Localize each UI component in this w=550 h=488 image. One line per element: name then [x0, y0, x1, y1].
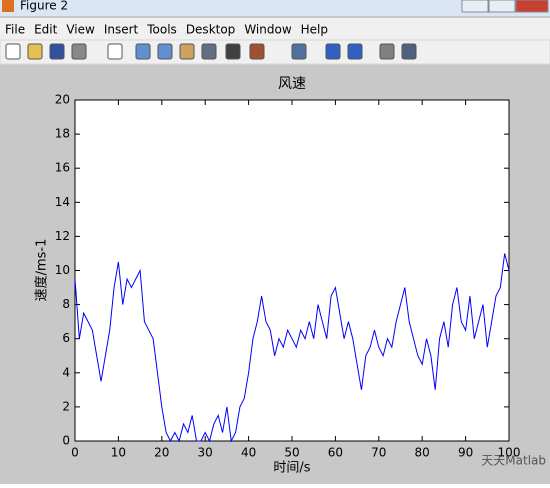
y-tick-label: 18 [55, 127, 70, 141]
menu-item[interactable]: Tools [146, 23, 177, 37]
y-tick-label: 16 [55, 161, 70, 175]
tool-button[interactable] [49, 43, 65, 60]
tool-button[interactable] [179, 43, 195, 60]
tool-button[interactable] [291, 43, 307, 60]
tool-button[interactable] [27, 43, 43, 60]
app-icon [2, 0, 14, 12]
y-tick-label: 8 [62, 297, 70, 311]
tool-button[interactable] [225, 43, 241, 60]
data-line [74, 253, 510, 443]
menu-item[interactable]: Desktop [186, 23, 236, 37]
maximize-button[interactable] [488, 0, 516, 13]
tool-button[interactable] [107, 43, 123, 60]
menu-item[interactable]: View [66, 23, 95, 37]
menu-item[interactable]: Help [301, 23, 328, 37]
window-title: Figure 2 [20, 0, 68, 13]
menu-item[interactable]: Edit [34, 23, 58, 37]
tool-button[interactable] [401, 43, 417, 60]
y-tick-label: 2 [62, 399, 70, 413]
x-tick-label: 0 [71, 446, 79, 460]
x-tick-label: 40 [241, 446, 256, 460]
tool-button[interactable] [325, 43, 341, 60]
x-axis-label: 时间/s [273, 461, 310, 476]
x-tick-label: 30 [198, 446, 213, 460]
menu-item[interactable]: Insert [104, 23, 139, 37]
axes [74, 99, 510, 442]
y-tick-label: 6 [62, 331, 70, 345]
chart-title: 风速 [278, 76, 306, 92]
y-tick-label: 20 [55, 93, 70, 107]
tool-button[interactable] [157, 43, 173, 60]
y-tick-label: 12 [55, 229, 70, 243]
x-tick-label: 90 [458, 446, 473, 460]
y-tick-label: 0 [62, 434, 70, 448]
title-bar [0, 0, 550, 16]
menu-item[interactable]: File [5, 23, 25, 37]
toolbar [0, 39, 550, 65]
x-tick-label: 20 [154, 446, 169, 460]
menu-bar [0, 18, 550, 40]
x-tick-label: 10 [111, 446, 126, 460]
x-tick-label: 50 [284, 446, 299, 460]
tool-button[interactable] [249, 43, 265, 60]
y-tick-label: 14 [55, 195, 70, 209]
tool-button[interactable] [347, 43, 363, 60]
toolbar-icons [5, 43, 417, 60]
x-tick-label: 80 [415, 446, 430, 460]
y-tick-label: 4 [62, 365, 70, 379]
x-tick-label: 70 [371, 446, 386, 460]
tool-button[interactable] [379, 43, 395, 60]
tool-button[interactable] [5, 43, 21, 60]
tool-button[interactable] [201, 43, 217, 60]
x-tick-label: 60 [328, 446, 343, 460]
minimize-button[interactable] [461, 0, 489, 13]
y-axis-label: 速度/ms-1 [34, 239, 50, 302]
watermark: 天天Matlab [481, 454, 546, 468]
y-tick-label: 10 [55, 263, 70, 277]
close-button[interactable] [515, 0, 549, 13]
tool-button[interactable] [135, 43, 151, 60]
menu-item[interactable]: Window [244, 23, 292, 37]
tool-button[interactable] [71, 43, 87, 60]
x-tick-label: 100 [498, 446, 521, 460]
